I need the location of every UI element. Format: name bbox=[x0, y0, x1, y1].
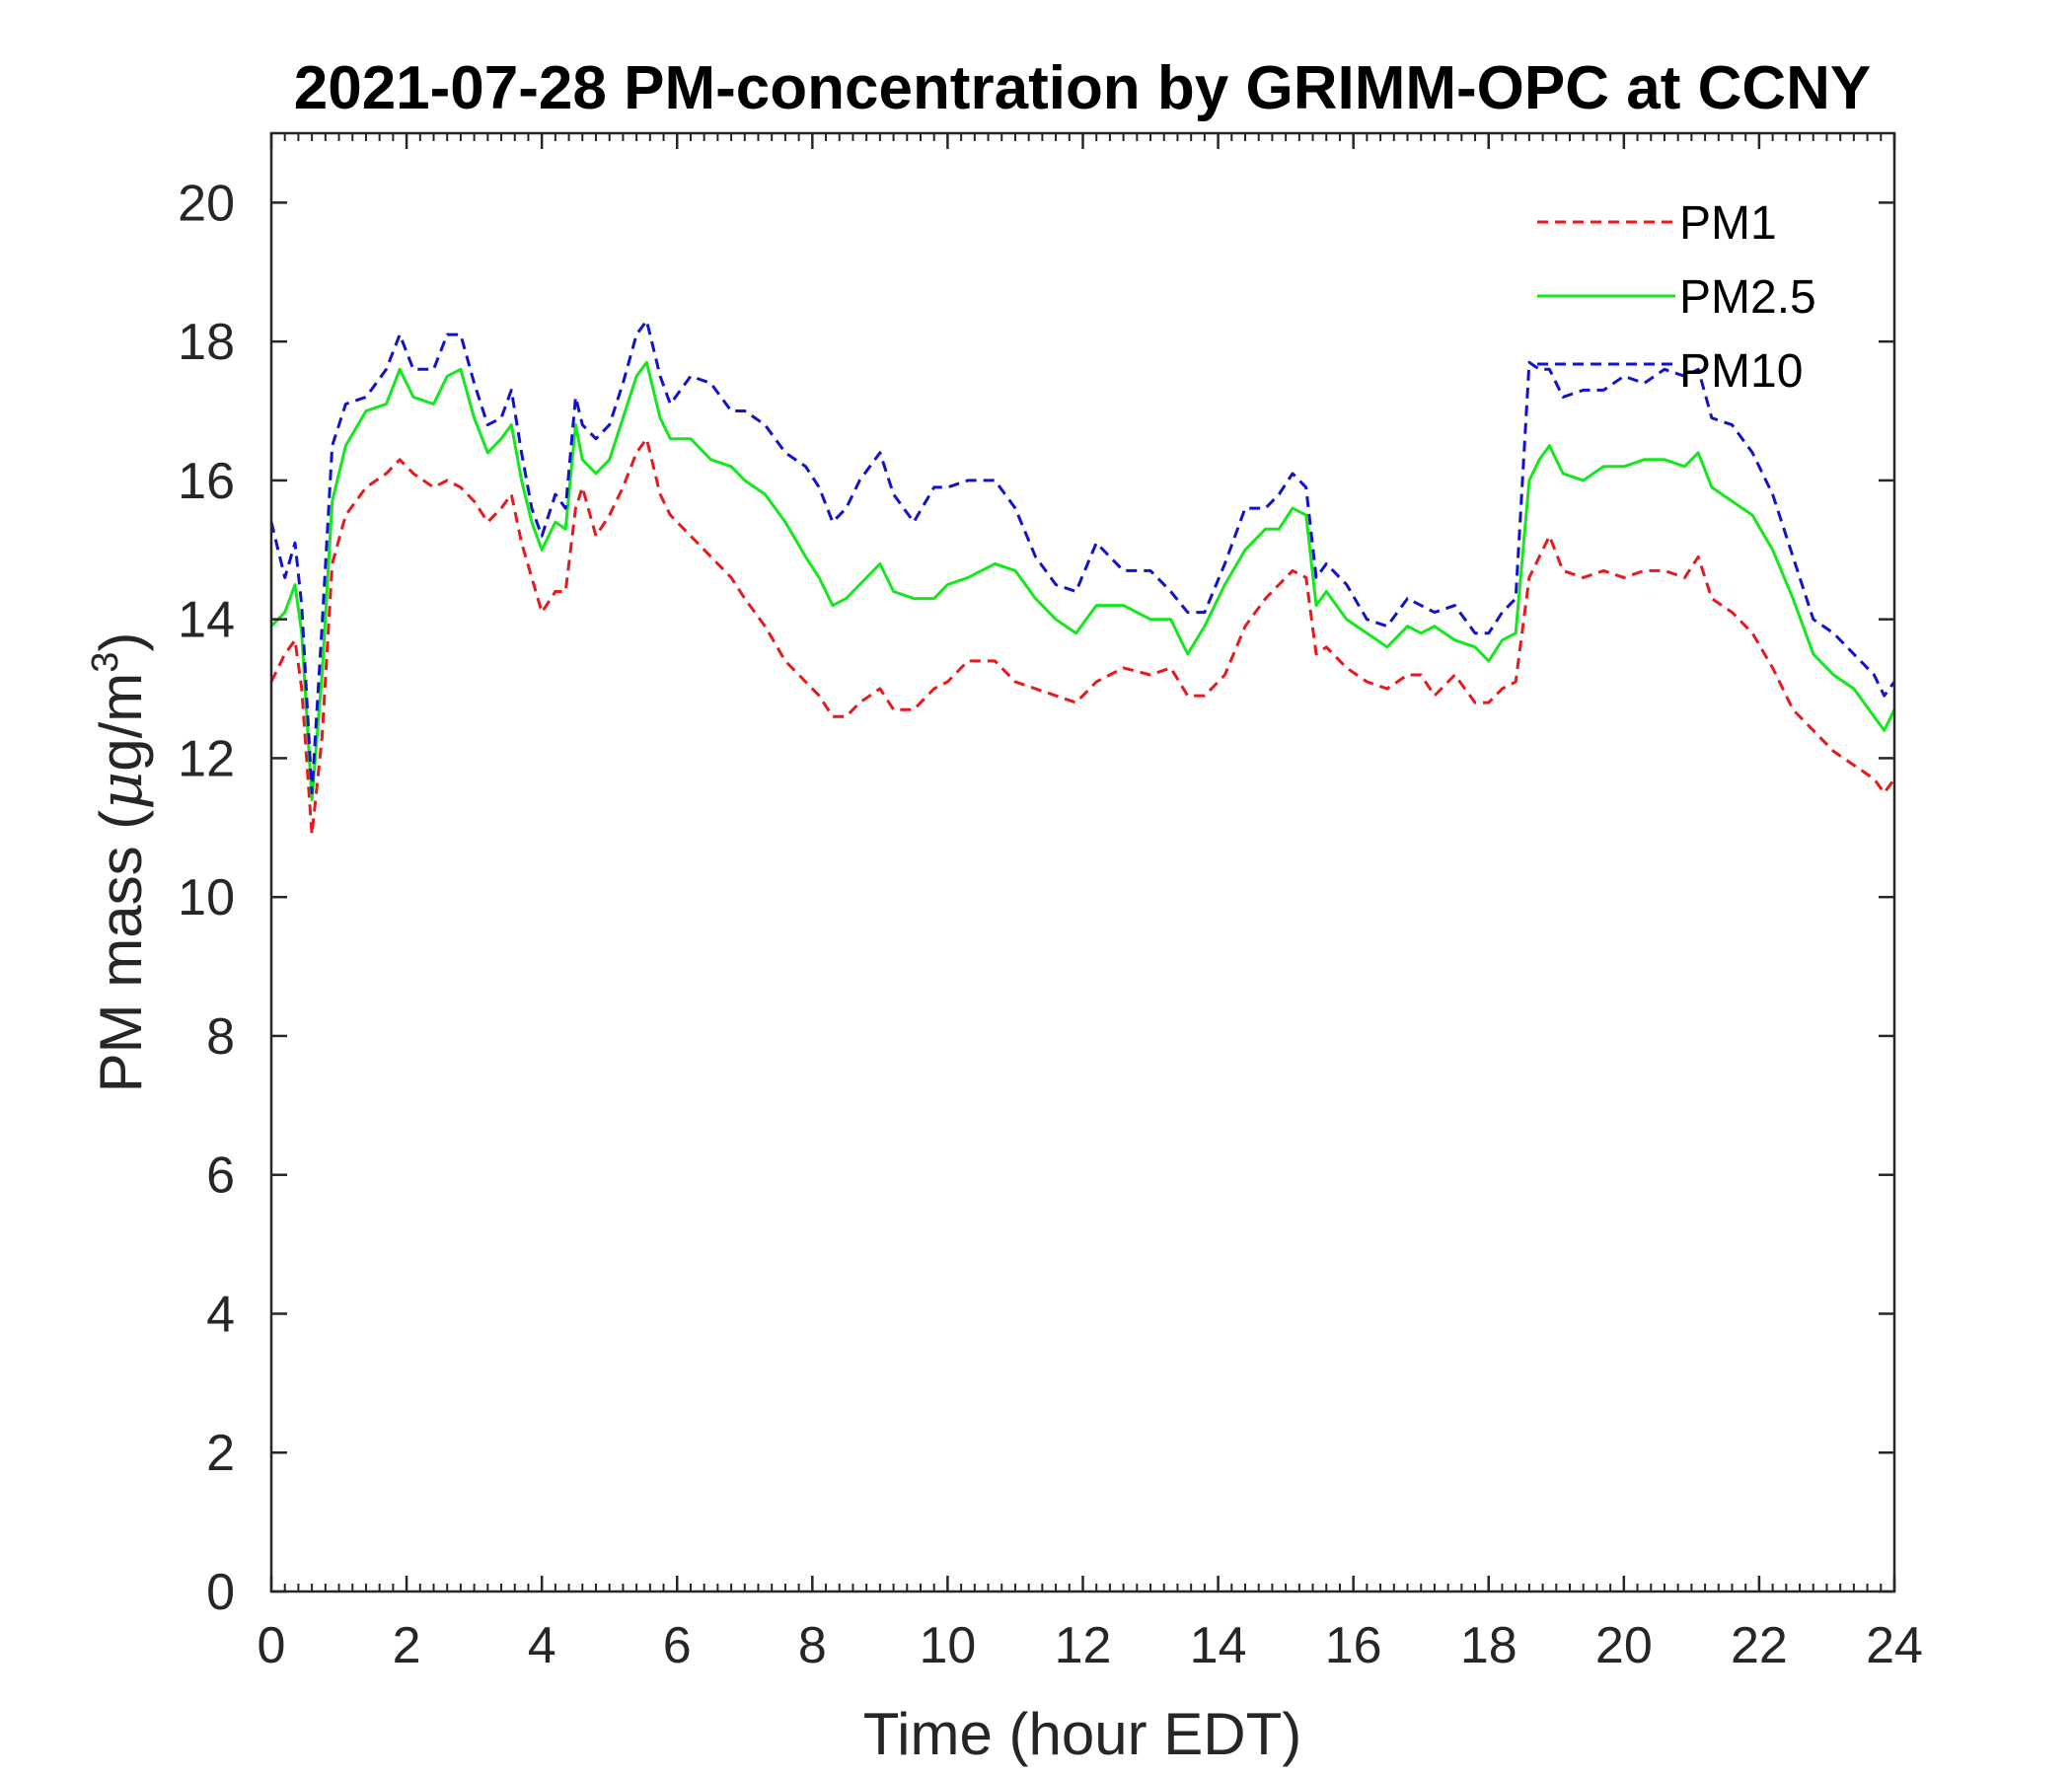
y-tick-label: 2 bbox=[206, 1425, 235, 1482]
legend-item-pm25: PM2.5 bbox=[1537, 271, 1816, 324]
plot-area bbox=[269, 131, 1896, 1593]
y-tick-label: 20 bbox=[178, 175, 235, 232]
series-group bbox=[269, 319, 1896, 837]
legend-label-pm25: PM2.5 bbox=[1679, 271, 1816, 324]
x-tick-labels: 0 2 4 6 8 10 12 14 16 18 20 22 24 bbox=[258, 1617, 1923, 1674]
legend-item-pm1: PM1 bbox=[1537, 197, 1777, 250]
x-tick-label: 8 bbox=[798, 1617, 827, 1674]
x-tick-label: 18 bbox=[1460, 1617, 1517, 1674]
y-tick-label: 0 bbox=[206, 1564, 235, 1621]
y-tick-label: 8 bbox=[206, 1008, 235, 1066]
x-tick-label: 16 bbox=[1325, 1617, 1382, 1674]
x-tick-label: 20 bbox=[1595, 1617, 1653, 1674]
y-tick-label: 10 bbox=[178, 869, 235, 926]
y-tick-label: 16 bbox=[178, 453, 235, 510]
x-tick-label: 22 bbox=[1731, 1617, 1788, 1674]
y-tick-label: 6 bbox=[206, 1147, 235, 1205]
series-line-pm25 bbox=[269, 360, 1896, 802]
y-tick-label: 18 bbox=[178, 314, 235, 371]
plot-background bbox=[271, 133, 1894, 1591]
y-tick-label: 4 bbox=[206, 1286, 235, 1343]
legend-label-pm10: PM10 bbox=[1679, 345, 1803, 398]
y-axis-title-main: PM mass ( bbox=[88, 810, 154, 1093]
legend-item-pm10: PM10 bbox=[1537, 345, 1803, 398]
y-tick-label: 14 bbox=[178, 592, 235, 649]
y-axis-title-unit: g/m bbox=[88, 673, 154, 772]
x-tick-label: 14 bbox=[1190, 1617, 1247, 1674]
series-line-pm1 bbox=[269, 437, 1896, 837]
x-tick-label: 6 bbox=[663, 1617, 692, 1674]
x-tick-label: 2 bbox=[393, 1617, 421, 1674]
chart-title: 2021-07-28 PM-concentration by GRIMM-OPC… bbox=[294, 54, 1872, 122]
y-axis-title-mu: μ bbox=[87, 772, 156, 810]
minor-ticks bbox=[283, 133, 1883, 1591]
x-tick-label: 24 bbox=[1866, 1617, 1923, 1674]
y-axis-title-sup: 3 bbox=[85, 652, 126, 673]
series-line-pm10 bbox=[269, 319, 1896, 795]
legend: PM1 PM2.5 PM10 bbox=[1537, 197, 1816, 398]
y-axis-title-close: ) bbox=[88, 632, 154, 652]
x-axis-title: Time (hour EDT) bbox=[863, 1701, 1302, 1767]
legend-label-pm1: PM1 bbox=[1679, 197, 1777, 250]
x-tick-label: 0 bbox=[258, 1617, 286, 1674]
x-tick-label: 4 bbox=[528, 1617, 556, 1674]
x-tick-label: 12 bbox=[1055, 1617, 1112, 1674]
plot-frame bbox=[269, 131, 1896, 1593]
y-tick-label: 12 bbox=[178, 730, 235, 787]
y-tick-labels: 0 2 4 6 8 10 12 14 16 18 20 bbox=[178, 175, 235, 1621]
x-tick-label: 10 bbox=[919, 1617, 976, 1674]
y-axis-title: PM mass (μg/m3) bbox=[85, 632, 156, 1093]
